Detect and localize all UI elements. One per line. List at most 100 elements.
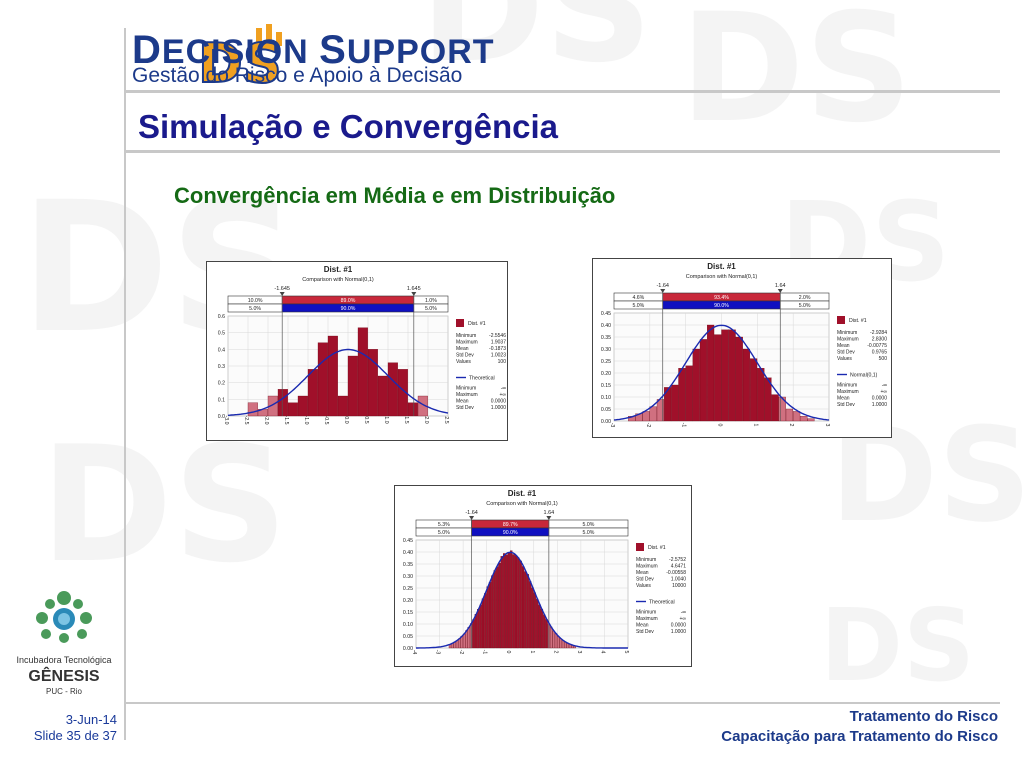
y-tick-label: 0.35	[601, 335, 611, 341]
histogram-bar	[678, 368, 686, 422]
theo-value: -∞	[882, 383, 888, 389]
histogram-bar	[521, 566, 525, 649]
histogram-bar	[510, 550, 513, 649]
histogram-bar	[267, 395, 278, 417]
y-tick-label: 0.45	[601, 311, 611, 317]
histogram-bar	[484, 593, 487, 649]
slide-number: Slide 35 de 37	[33, 728, 117, 743]
band-row-top-label: 1.0%	[425, 298, 437, 304]
y-tick-label: 0.10	[601, 395, 611, 401]
y-tick-label: 0.05	[403, 634, 413, 640]
legend-swatch	[837, 316, 845, 324]
stat-value: 1.0023	[491, 353, 507, 359]
histogram-bar	[481, 598, 485, 649]
brand-name: DECISION SUPPORT	[132, 28, 495, 72]
histogram-bar	[528, 581, 532, 649]
chart-subtitle: Comparison with Normal(0,1)	[302, 277, 374, 283]
theo-name: Mean	[837, 396, 850, 402]
histogram-bar	[554, 633, 558, 649]
histogram-bar	[467, 627, 471, 649]
y-tick-label: 0.30	[601, 347, 611, 353]
histogram-bar	[526, 574, 529, 649]
watermark-ds-1: DS	[420, 0, 653, 96]
marker-handle	[279, 292, 285, 296]
stat-name: Minimum	[837, 330, 857, 336]
band-row-bottom-label: 90.0%	[503, 530, 518, 536]
theo-value: 1.0000	[872, 402, 888, 408]
slide-subtitle: Convergência em Média e em Distribuição	[174, 183, 616, 208]
histogram-bar	[535, 598, 539, 649]
stat-name: Maximum	[636, 564, 658, 570]
logo-bar-3	[276, 32, 282, 46]
marker-handle	[660, 289, 666, 293]
histogram-bar	[514, 555, 518, 649]
x-tick-label: -4	[411, 650, 417, 655]
genesis-dot	[36, 612, 48, 624]
x-tick-label: -3	[609, 423, 615, 428]
theo-name: Std Dev	[456, 405, 474, 411]
stat-name: Maximum	[837, 337, 859, 343]
histogram-bar	[495, 566, 499, 649]
genesis-core-inner	[58, 613, 70, 625]
watermark-ds-6: DS	[40, 411, 288, 598]
histogram-bar	[462, 633, 466, 649]
stat-value: 1.0040	[671, 577, 687, 583]
genesis-logo: Incubadora Tecnológica GÊNESIS PUC - Rio	[17, 591, 112, 696]
theo-value: +∞	[881, 389, 888, 395]
chart-100-values: Dist. #1 Comparison with Normal(0,1) -1.64…	[206, 261, 508, 441]
title-divider	[124, 150, 1000, 153]
histogram-bar	[649, 406, 657, 422]
band-row-top-label: 93.4%	[714, 295, 729, 301]
logo-bar-2	[266, 24, 272, 46]
marker-label: -1.645	[274, 286, 290, 292]
theo-name: Minimum	[636, 610, 656, 616]
histogram-bar	[559, 638, 562, 649]
histogram-bar	[479, 604, 482, 649]
y-tick-label: 0.05	[601, 407, 611, 413]
band-row-top-label: 89.7%	[503, 522, 518, 528]
histogram-bar	[552, 630, 555, 649]
legend-curve-label: Theoretical	[469, 376, 495, 382]
normal-curve	[227, 348, 449, 416]
histogram-bar	[735, 336, 743, 422]
histogram-bar	[742, 348, 751, 422]
normal-curve	[613, 324, 830, 421]
genesis-dot	[73, 599, 83, 609]
chart-title: Dist. #1	[324, 265, 353, 274]
y-tick-label: 0.15	[403, 610, 413, 616]
x-tick-label: 0	[717, 424, 723, 427]
x-tick-label: 0	[505, 651, 511, 654]
histogram-bar	[757, 368, 765, 422]
x-tick-label: 3	[576, 651, 582, 654]
incubator-line2: GÊNESIS	[28, 666, 99, 685]
incubator-line1: Incubadora Tecnológica	[17, 655, 112, 665]
x-tick-label: -1	[482, 650, 488, 655]
stat-value: 2.8300	[872, 337, 888, 343]
x-tick-label: 1.0	[383, 416, 389, 423]
x-tick-label: -2.5	[243, 416, 249, 425]
stat-value: 1.9037	[491, 340, 507, 346]
stat-name: Std Dev	[636, 577, 654, 583]
y-tick-label: 0.1	[218, 397, 225, 403]
watermark-ds-2: DS	[680, 0, 913, 156]
histogram-bar	[517, 557, 520, 649]
histogram-bar	[387, 362, 398, 417]
histogram-bar	[472, 619, 475, 649]
histogram-bar	[357, 327, 368, 417]
histogram-bar	[505, 554, 508, 649]
chart-500-values: Dist. #1 Comparison with Normal(0,1) -1.64…	[592, 258, 892, 438]
y-tick-label: 0.15	[601, 383, 611, 389]
histogram-bar	[377, 375, 388, 417]
theo-name: Maximum	[456, 392, 478, 398]
stat-value: 4.6471	[671, 564, 687, 570]
incubator-line3: PUC - Rio	[46, 687, 83, 696]
x-tick-label: 2	[788, 424, 794, 427]
histogram-bar	[785, 408, 794, 422]
marker-label: 1.64	[543, 510, 554, 516]
stat-name: Mean	[456, 346, 469, 352]
band-row-bottom-label: 5.0%	[438, 530, 450, 536]
histogram-bar	[543, 614, 546, 649]
theo-value: 0.0000	[491, 399, 507, 405]
x-tick-label: 0.0	[343, 416, 349, 423]
histogram-bar	[538, 604, 541, 649]
